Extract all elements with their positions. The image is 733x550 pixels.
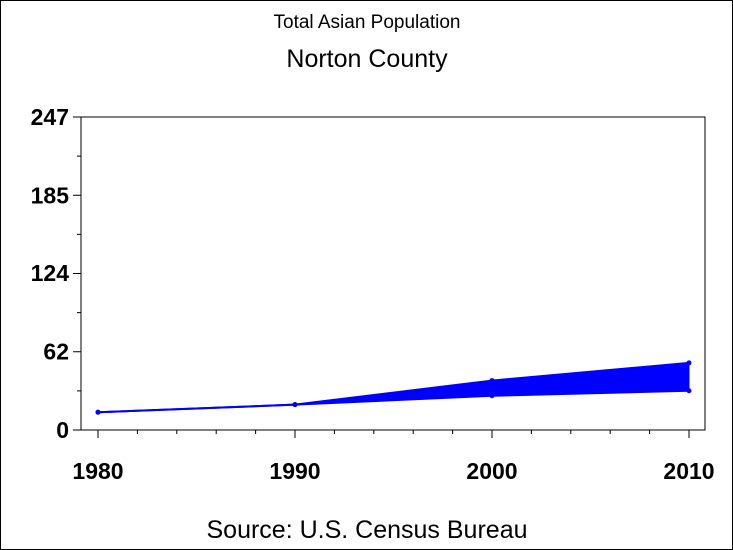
x-tick-label: 1980: [72, 458, 123, 484]
x-tick-label: 2010: [663, 458, 714, 484]
y-tick-label: 62: [43, 338, 69, 364]
chart-title: Total Asian Population: [274, 12, 461, 33]
x-tick-label: 2000: [466, 458, 517, 484]
series-2-line: [97, 361, 690, 414]
series-2-point: [95, 409, 101, 415]
series-1-point: [489, 393, 495, 399]
series-2-point: [292, 402, 298, 408]
source-footnote: Source: U.S. Census Bureau: [207, 516, 528, 544]
chart-subtitle: Norton County: [286, 45, 448, 73]
series-2-point: [686, 360, 692, 366]
series-1-point: [686, 388, 692, 394]
data-marks: [95, 360, 692, 415]
x-axis: 1980 1990 2000 2010: [72, 430, 715, 484]
x-tick-label: 1990: [269, 458, 320, 484]
series-2-point: [489, 378, 495, 384]
y-tick-label: 0: [56, 417, 69, 443]
y-tick-label: 124: [31, 260, 70, 286]
y-axis: 0 62 124 185 247: [31, 104, 81, 443]
y-tick-label: 185: [31, 183, 70, 209]
y-tick-label: 247: [31, 104, 69, 130]
